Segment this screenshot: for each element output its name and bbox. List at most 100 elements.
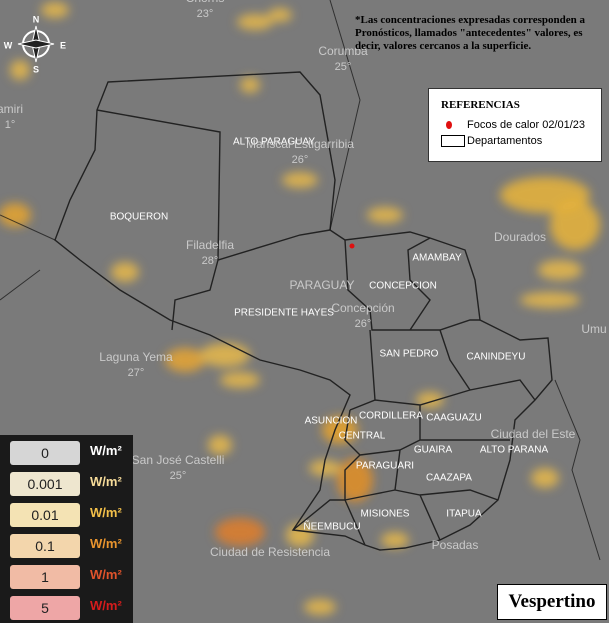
place-label: Laguna Yema: [99, 350, 173, 364]
department-icon: [441, 135, 465, 147]
temperature-label: 23°: [197, 8, 214, 20]
scale-row: 5 W/m²: [10, 596, 130, 620]
department-label: GUAIRA: [414, 445, 453, 456]
place-label: Ciudad de Resistencia: [210, 545, 330, 559]
compass-letter: W: [4, 40, 13, 50]
compass-letter: N: [33, 14, 40, 24]
compass-letter: E: [60, 40, 66, 50]
scale-unit: W/m²: [90, 536, 122, 551]
department-label: ALTO PARAGUAY: [233, 137, 315, 148]
department-label: BOQUERON: [110, 212, 168, 223]
blob: [10, 60, 30, 80]
department-label: SAN PEDRO: [380, 349, 439, 360]
department-label: CAAZAPA: [426, 473, 472, 484]
department-label: AMAMBAY: [412, 253, 462, 264]
department-label: CORDILLERA: [359, 411, 423, 422]
scale-value: 0.001: [10, 472, 80, 496]
scale-row: 0.01 W/m²: [10, 503, 130, 527]
blob: [538, 260, 582, 280]
blob: [165, 348, 205, 372]
place-label: Mariscal Estigarribia: [246, 137, 354, 151]
temperature-label: 26°: [355, 318, 372, 330]
place-label: Concepción: [331, 301, 394, 315]
scale-row: 0.1 W/m²: [10, 534, 130, 558]
blob: [111, 262, 139, 282]
references-title: REFERENCIAS: [441, 99, 520, 111]
blob: [268, 8, 292, 22]
place-label: Ciudad del Este: [491, 427, 576, 441]
scale-row: 0 W/m²: [10, 441, 130, 465]
department-label: CONCEPCION: [369, 281, 437, 292]
department-label: PRESIDENTE HAYES: [234, 308, 334, 319]
temperature-label: 28°: [202, 255, 219, 267]
temperature-label: 25°: [335, 61, 352, 73]
place-label: Filadelfia: [186, 238, 234, 252]
department-label: ALTO PARANA: [480, 445, 549, 456]
blob: [531, 468, 559, 488]
blob: [367, 207, 403, 223]
department-label: ÑEEMBUCU: [303, 520, 360, 533]
place-label: amiri: [0, 102, 23, 116]
heat-focus-icon: [446, 121, 452, 129]
scale-value: 1: [10, 565, 80, 589]
blob: [282, 172, 318, 188]
blob: [381, 532, 409, 548]
temperature-label: 25°: [170, 470, 187, 482]
blob: [208, 435, 232, 455]
compass-letter: S: [33, 64, 39, 74]
scale-row: 1 W/m²: [10, 565, 130, 589]
scale-unit: W/m²: [90, 567, 122, 582]
place-label: PARAGUAY: [290, 278, 355, 292]
blob: [550, 200, 600, 250]
place-label: San José Castelli: [132, 453, 225, 467]
scale-legend: 0 W/m² 0.001 W/m² 0.01 W/m² 0.1 W/m² 1 W/m² 5 W/m²: [0, 435, 133, 623]
compass: N S E W: [4, 14, 66, 74]
blob: [240, 77, 260, 93]
place-label: Posadas: [432, 538, 479, 552]
scale-value: 5: [10, 596, 80, 620]
scale-unit: W/m²: [90, 505, 122, 520]
scale-unit: W/m²: [90, 474, 122, 489]
department-label: CAAGUAZU: [426, 413, 482, 424]
scale-value: 0.1: [10, 534, 80, 558]
blob: [220, 372, 260, 388]
temperature-label: 26°: [292, 154, 309, 166]
blob: [520, 292, 580, 308]
temperature-label: 27°: [128, 367, 145, 379]
reference-item: Departamentos: [467, 135, 543, 147]
references: REFERENCIAS Focos de calor 02/01/23 Depa…: [428, 88, 602, 162]
blob: [41, 2, 69, 18]
scale-unit: W/m²: [90, 443, 122, 458]
department-label: PARAGUARI: [356, 461, 414, 472]
blob: [200, 343, 250, 367]
borders: [54, 71, 553, 551]
blob: [215, 518, 265, 546]
scale-value: 0.01: [10, 503, 80, 527]
blob: [309, 460, 341, 476]
department-label: ASUNCION: [305, 416, 358, 427]
scale-row: 0.001 W/m²: [10, 472, 130, 496]
department-label: CENTRAL: [339, 431, 386, 442]
blob: [304, 599, 336, 615]
blob: [322, 416, 358, 444]
scale-value: 0: [10, 441, 80, 465]
department-label: ITAPUA: [446, 509, 482, 520]
scale-unit: W/m²: [90, 598, 122, 613]
heat-focus: [349, 243, 355, 249]
place-label: Umu: [581, 322, 606, 336]
country-borders: [0, 0, 601, 561]
place-label: Corumbá: [318, 44, 368, 58]
department-label: CANINDEYU: [467, 352, 526, 363]
note: *Las concentraciones expresadas correspo…: [355, 14, 585, 52]
period: Vespertino: [497, 584, 607, 620]
reference-item: Focos de calor 02/01/23: [467, 119, 586, 131]
blob: [0, 203, 31, 227]
radiation-blobs: [0, 2, 600, 615]
place-label: Dourados: [494, 230, 546, 244]
place-label: Chorris: [186, 0, 225, 5]
blob: [237, 14, 273, 30]
department-label: MISIONES: [361, 509, 410, 520]
temperature-label: 1°: [5, 119, 16, 131]
